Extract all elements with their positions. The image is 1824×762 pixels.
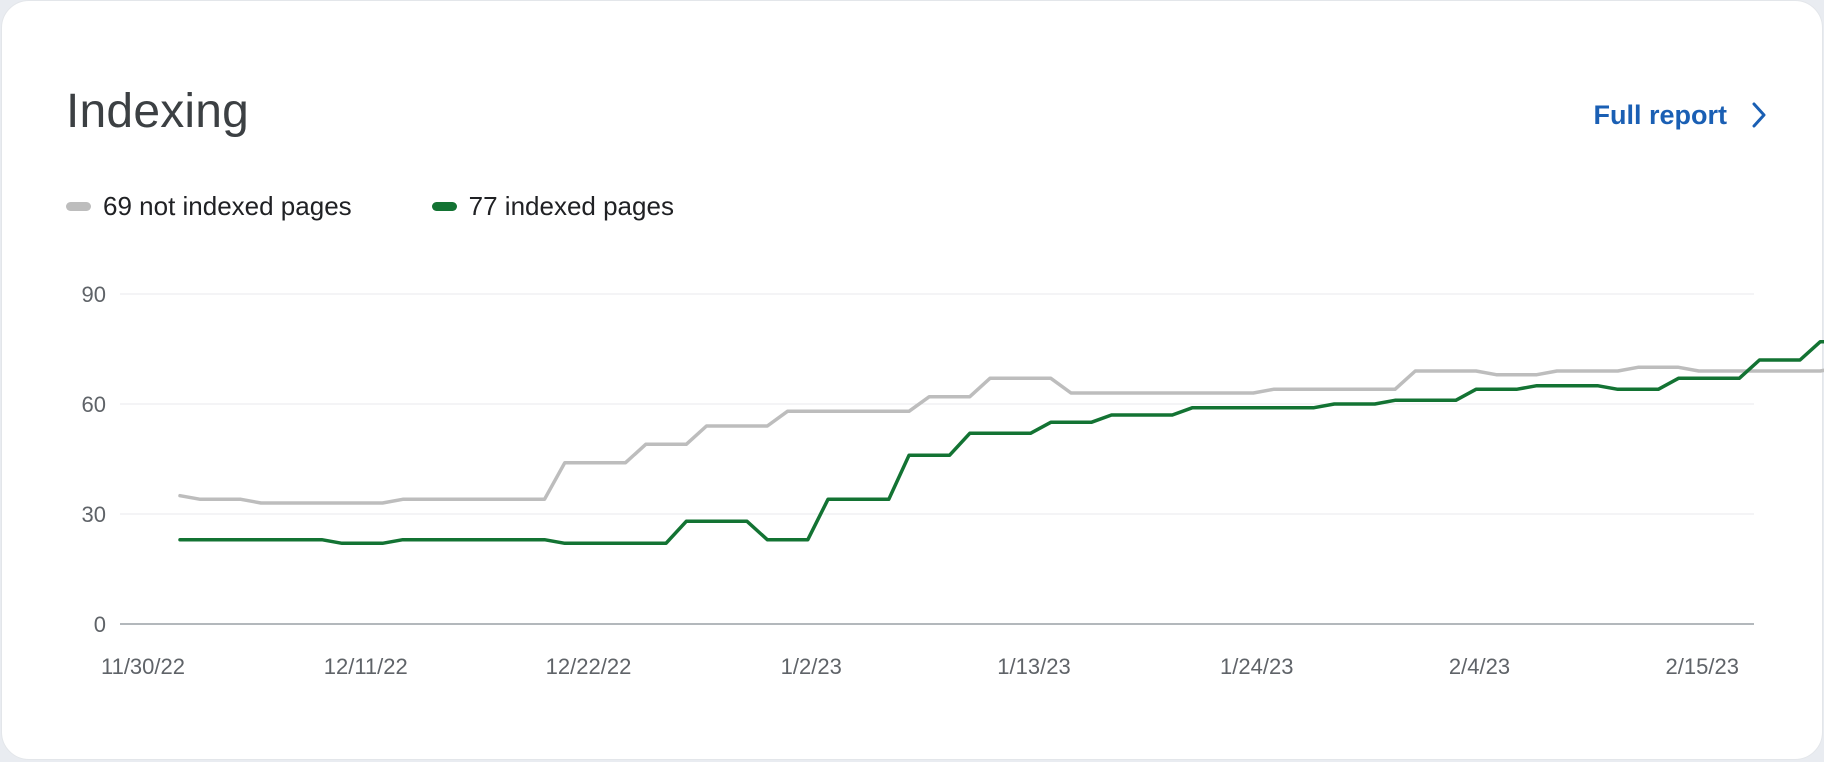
y-tick-label-60: 60 bbox=[82, 392, 106, 417]
full-report-label: Full report bbox=[1593, 99, 1728, 130]
card-title: Indexing bbox=[66, 85, 250, 138]
x-tick-label-1: 12/11/22 bbox=[324, 654, 408, 679]
y-tick-label-0: 0 bbox=[94, 612, 106, 637]
chart-legend: 69 not indexed pages 77 indexed pages bbox=[66, 191, 754, 222]
series-line-indexed bbox=[178, 339, 1824, 546]
x-tick-label-5: 1/24/23 bbox=[1220, 654, 1293, 679]
x-tick-label-0: 11/30/22 bbox=[101, 654, 185, 679]
legend-item-indexed[interactable]: 77 indexed pages bbox=[431, 191, 674, 222]
legend-label-indexed: 77 indexed pages bbox=[468, 191, 674, 221]
legend-swatch-indexed bbox=[431, 202, 457, 211]
x-tick-label-3: 1/2/23 bbox=[781, 654, 842, 679]
legend-label-not-indexed: 69 not indexed pages bbox=[103, 191, 352, 221]
legend-item-not-indexed[interactable]: 69 not indexed pages bbox=[66, 191, 352, 222]
legend-swatch-not-indexed bbox=[66, 202, 91, 211]
series-line-not-indexed bbox=[178, 365, 1824, 505]
full-report-link[interactable]: Full report bbox=[1594, 95, 1770, 135]
y-tick-label-30: 30 bbox=[82, 502, 106, 527]
chevron-right-icon bbox=[1752, 102, 1766, 128]
y-tick-label-90: 90 bbox=[82, 282, 106, 307]
x-tick-label-6: 2/4/23 bbox=[1449, 654, 1510, 679]
x-tick-label-2: 12/22/22 bbox=[546, 654, 632, 679]
x-tick-label-4: 1/13/23 bbox=[997, 654, 1070, 679]
x-tick-label-7: 2/15/23 bbox=[1666, 654, 1739, 679]
